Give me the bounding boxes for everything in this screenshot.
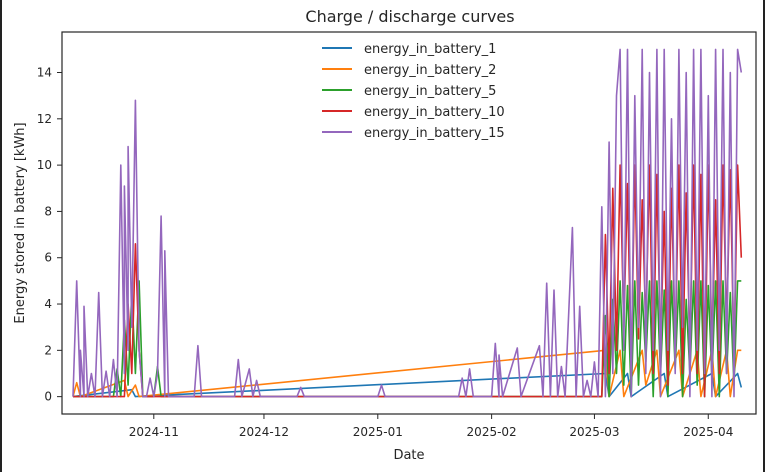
legend-label: energy_in_battery_1 bbox=[364, 42, 496, 57]
x-axis-label: Date bbox=[393, 448, 424, 463]
x-tick-label: 2025-01 bbox=[353, 425, 403, 439]
legend-label: energy_in_battery_2 bbox=[364, 63, 496, 78]
y-tick-label: 8 bbox=[44, 204, 52, 218]
x-tick-label: 2025-04 bbox=[683, 425, 733, 439]
x-tick-label: 2024-11 bbox=[129, 425, 179, 439]
y-axis-label: Energy stored in battery [kWh] bbox=[13, 122, 28, 323]
y-tick-label: 4 bbox=[44, 297, 52, 311]
x-axis: 2024-11 2024-12 2025-01 2025-02 2025-03 2025-… bbox=[129, 414, 733, 439]
series-line-5 bbox=[72, 48, 743, 398]
y-tick-label: 0 bbox=[44, 390, 52, 404]
series-line-2 bbox=[72, 349, 742, 398]
legend: energy_in_battery_1 energy_in_battery_2en… bbox=[322, 42, 505, 141]
legend-label: energy_in_battery_15 bbox=[364, 126, 505, 141]
series-lines bbox=[72, 48, 743, 398]
y-tick-label: 2 bbox=[44, 343, 52, 357]
y-tick-label: 14 bbox=[37, 66, 52, 80]
legend-label: energy_in_battery_10 bbox=[364, 105, 505, 120]
x-tick-label: 2025-03 bbox=[569, 425, 619, 439]
x-tick-label: 2025-02 bbox=[467, 425, 517, 439]
legend-label: energy_in_battery_5 bbox=[364, 84, 496, 99]
chart-title: Charge / discharge curves bbox=[305, 7, 514, 26]
y-axis: 0 2 4 6 8 10 12 14 bbox=[37, 66, 62, 404]
y-tick-label: 12 bbox=[37, 112, 52, 126]
y-tick-label: 6 bbox=[44, 251, 52, 265]
series-line-3 bbox=[73, 280, 742, 398]
x-tick-label: 2024-12 bbox=[239, 425, 289, 439]
y-tick-label: 10 bbox=[37, 158, 52, 172]
